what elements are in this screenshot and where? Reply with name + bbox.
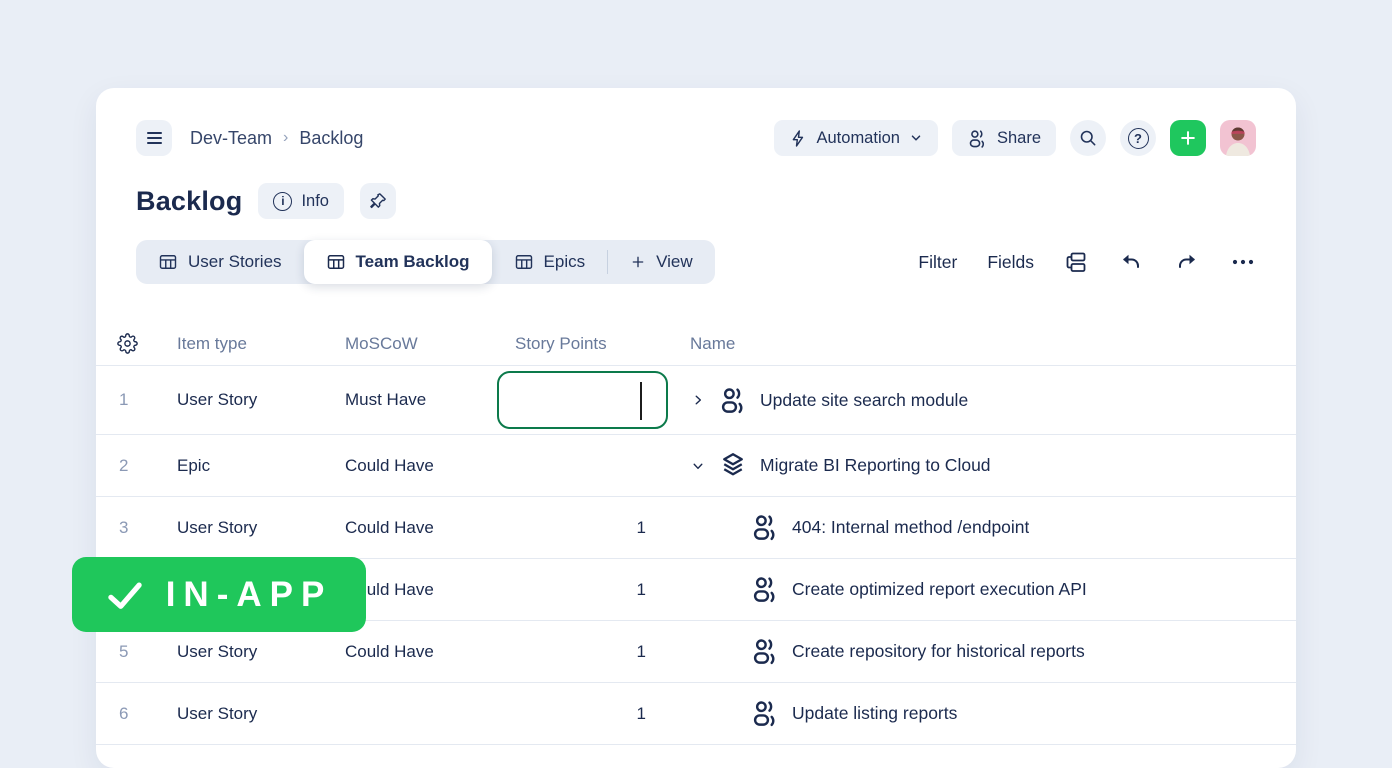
- epic-icon: [718, 451, 748, 481]
- tab-divider: [607, 250, 609, 274]
- more-button[interactable]: [1230, 250, 1256, 274]
- redo-button[interactable]: [1174, 250, 1200, 274]
- row-number: 5: [119, 641, 129, 661]
- table-header: Item type MoSCoW Story Points Name: [96, 322, 1296, 366]
- more-icon: [1232, 259, 1254, 265]
- tab-team-backlog[interactable]: Team Backlog: [303, 240, 492, 284]
- item-name[interactable]: 404: Internal method /endpoint: [792, 517, 1030, 537]
- top-bar: Dev-Team › Backlog Automation Share: [96, 120, 1296, 156]
- hierarchy-icon: [1066, 252, 1086, 272]
- chevron-right-icon[interactable]: [690, 393, 706, 407]
- row-number: 6: [119, 703, 129, 723]
- people-icon: [967, 128, 988, 149]
- undo-button[interactable]: [1118, 250, 1144, 274]
- row-number: 2: [119, 455, 129, 475]
- item-name[interactable]: Update listing reports: [792, 703, 958, 723]
- search-icon: [1078, 128, 1098, 148]
- pin-icon: [368, 191, 388, 211]
- user-story-icon: [750, 513, 780, 543]
- cell-moscow[interactable]: Could Have: [345, 579, 434, 599]
- page-title: Backlog: [136, 185, 243, 216]
- table-icon: [158, 252, 178, 272]
- plus-icon: [630, 254, 646, 270]
- undo-icon: [1123, 254, 1139, 268]
- user-avatar[interactable]: [1220, 120, 1256, 156]
- filter-button[interactable]: Filter: [918, 251, 958, 272]
- breadcrumb-page[interactable]: Backlog: [299, 127, 364, 148]
- table-settings-button[interactable]: [96, 333, 177, 354]
- story-points-editor[interactable]: [497, 371, 668, 429]
- check-icon: [107, 582, 142, 609]
- title-row: Backlog i Info: [96, 182, 1296, 220]
- hamburger-icon: [146, 131, 162, 145]
- badge-label: IN-APP: [165, 574, 333, 614]
- row-number: 3: [119, 517, 129, 537]
- add-view-button[interactable]: View: [608, 240, 715, 284]
- cell-moscow[interactable]: Must Have: [345, 390, 427, 409]
- main-panel: Dev-Team › Backlog Automation Share: [96, 88, 1296, 768]
- cell-item-type[interactable]: User Story: [177, 703, 258, 723]
- cell-moscow[interactable]: Could Have: [345, 517, 434, 537]
- automation-button[interactable]: Automation: [773, 120, 938, 156]
- chevron-down-icon: [909, 131, 923, 145]
- in-app-badge: IN-APP: [72, 557, 366, 632]
- item-name[interactable]: Update site search module: [760, 389, 969, 410]
- add-button[interactable]: [1170, 120, 1206, 156]
- plus-icon: [1178, 128, 1198, 148]
- cell-item-type[interactable]: User Story: [177, 390, 258, 409]
- hierarchy-button[interactable]: [1064, 250, 1088, 274]
- sidebar-toggle-button[interactable]: [136, 120, 172, 156]
- user-story-icon: [750, 637, 780, 667]
- column-header-moscow[interactable]: MoSCoW: [345, 333, 418, 353]
- search-button[interactable]: [1070, 120, 1106, 156]
- fields-button[interactable]: Fields: [987, 251, 1034, 272]
- share-button[interactable]: Share: [951, 120, 1056, 156]
- user-story-icon: [750, 575, 780, 605]
- help-icon: ?: [1127, 127, 1149, 149]
- cell-item-type[interactable]: Epic: [177, 455, 211, 475]
- tab-epics[interactable]: Epics: [492, 240, 608, 284]
- table-row: 2 Epic Could Have Migrate BI Reporting t…: [96, 435, 1296, 497]
- table-icon: [326, 252, 346, 272]
- table-row: 5 User Story Could Have 1 Create reposit…: [96, 621, 1296, 683]
- item-name[interactable]: Create optimized report execution API: [792, 579, 1087, 599]
- breadcrumb-team[interactable]: Dev-Team: [190, 127, 273, 148]
- gear-icon: [117, 333, 138, 354]
- column-header-item-type[interactable]: Item type: [177, 333, 247, 353]
- row-number: 1: [119, 390, 129, 409]
- chevron-down-icon[interactable]: [690, 459, 706, 473]
- pin-button[interactable]: [359, 183, 396, 219]
- text-cursor: [640, 382, 642, 420]
- user-story-icon: [750, 699, 780, 729]
- cell-moscow[interactable]: Could Have: [345, 641, 434, 661]
- table-row: 6 User Story 1 Update listing reports: [96, 683, 1296, 745]
- column-header-story-points[interactable]: Story Points: [515, 333, 607, 353]
- tab-user-stories[interactable]: User Stories: [136, 240, 304, 284]
- view-tabs: User Stories Team Backlog Epics View: [136, 240, 715, 284]
- item-name[interactable]: Migrate BI Reporting to Cloud: [760, 455, 991, 475]
- cell-story-points[interactable]: 1: [636, 579, 646, 599]
- help-button[interactable]: ?: [1120, 120, 1156, 156]
- view-tools: Filter Fields: [918, 250, 1256, 274]
- column-header-name[interactable]: Name: [690, 333, 736, 353]
- breadcrumb: Dev-Team › Backlog: [190, 128, 363, 149]
- cell-moscow[interactable]: Could Have: [345, 455, 434, 475]
- avatar-person: [1226, 127, 1250, 156]
- breadcrumb-separator: ›: [283, 129, 289, 146]
- info-button[interactable]: i Info: [258, 183, 344, 219]
- info-icon: i: [273, 191, 293, 211]
- table-row: 3 User Story Could Have 1 404: Internal …: [96, 497, 1296, 559]
- cell-story-points[interactable]: 1: [636, 517, 646, 537]
- cell-story-points[interactable]: 1: [636, 641, 646, 661]
- table-icon: [514, 252, 534, 272]
- view-bar: User Stories Team Backlog Epics View: [96, 240, 1296, 284]
- table-row: 1 User Story Must Have Update site searc…: [96, 366, 1296, 435]
- cell-item-type[interactable]: User Story: [177, 641, 258, 661]
- cell-story-points[interactable]: 1: [636, 703, 646, 723]
- user-story-icon: [718, 385, 748, 415]
- item-name[interactable]: Create repository for historical reports: [792, 641, 1085, 661]
- redo-icon: [1179, 254, 1195, 268]
- cell-item-type[interactable]: User Story: [177, 517, 258, 537]
- lightning-icon: [789, 129, 808, 148]
